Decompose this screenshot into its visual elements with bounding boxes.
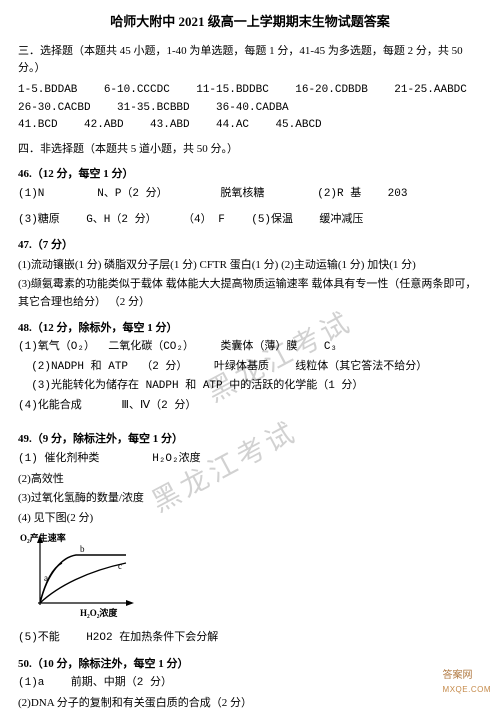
q46-line2: (3)糖原 G、H（2 分） （4） F (5)保温 缓冲减压 xyxy=(18,212,482,230)
svg-text:b: b xyxy=(80,544,85,554)
q47-line1: (1)流动镶嵌(1 分) 磷脂双分子层(1 分) CFTR 蛋白(1 分) (2… xyxy=(18,257,482,275)
q48-line4: (4)化能合成 Ⅲ、Ⅳ（2 分） xyxy=(18,398,482,416)
page-title: 哈师大附中 2021 级高一上学期期末生物试题答案 xyxy=(18,12,482,33)
svg-text:c: c xyxy=(118,561,122,571)
q49-line4: (4) 见下图(2 分) xyxy=(18,510,482,528)
q50-line1: (1)a 前期、中期（2 分） xyxy=(18,675,482,693)
q49-head: 49.（9 分，除标注外，每空 1 分） xyxy=(18,431,482,449)
q49-block: 49.（9 分，除标注外，每空 1 分） (1) 催化剂种类 H₂O₂浓度 (2… xyxy=(18,431,482,647)
q48-line1: (1)氧气（O₂） 二氧化碳（CO₂） 类囊体（薄）膜 C₃ xyxy=(18,339,482,357)
q48-line2: (2)NADPH 和 ATP （2 分） 叶绿体基质 线粒体（其它答法不给分） xyxy=(18,359,482,377)
chart-svg: abcO₂产生速率H₂O₂浓度 xyxy=(18,531,138,619)
q47-line2: (3)缬氨霉素的功能类似于载体 载体能大大提高物质运输速率 载体具有专一性（任意… xyxy=(18,276,482,311)
section4-head: 四．非选择题（本题共 5 道小题，共 50 分。） xyxy=(18,141,482,159)
q49-line1: (1) 催化剂种类 H₂O₂浓度 xyxy=(18,451,482,469)
q49-line5: (5)不能 H2O2 在加热条件下会分解 xyxy=(18,630,482,648)
q47-head: 47.（7 分） xyxy=(18,237,482,255)
footer-brand: 答案网 MXQE.COM xyxy=(440,667,494,698)
q47-block: 47.（7 分） (1)流动镶嵌(1 分) 磷脂双分子层(1 分) CFTR 蛋… xyxy=(18,237,482,311)
q46-head: 46.（12 分，每空 1 分） xyxy=(18,166,482,184)
mc-answers-row1: 1-5.BDDAB 6-10.CCCDC 11-15.BDDBC 16-20.C… xyxy=(18,82,482,100)
svg-text:H₂O₂浓度: H₂O₂浓度 xyxy=(80,607,118,618)
footer-domain: MXQE.COM xyxy=(443,684,491,697)
svg-text:O₂产生速率: O₂产生速率 xyxy=(20,532,66,543)
q48-head: 48.（12 分，除标外，每空 1 分） xyxy=(18,320,482,338)
q46-block: 46.（12 分，每空 1 分） (1)N N、P（2 分） 脱氧核糖 (2)R… xyxy=(18,166,482,229)
q49-line2: (2)高效性 xyxy=(18,471,482,489)
q50-line2: (2)DNA 分子的复制和有关蛋白质的合成（2 分） xyxy=(18,695,482,712)
q49-chart: abcO₂产生速率H₂O₂浓度 xyxy=(18,531,482,626)
q48-line3: (3)光能转化为储存在 NADPH 和 ATP 中的活跃的化学能（1 分） xyxy=(18,378,482,396)
q50-head: 50.（10 分，除标注外，每空 1 分） xyxy=(18,656,482,674)
q49-line3: (3)过氧化氢酶的数量/浓度 xyxy=(18,490,482,508)
mc-answers-row2: 26-30.CACBD 31-35.BCBBD 36-40.CADBA xyxy=(18,100,482,118)
footer-brand-text: 答案网 xyxy=(443,670,473,681)
q46-line1: (1)N N、P（2 分） 脱氧核糖 (2)R 基 203 xyxy=(18,186,482,204)
q48-block: 48.（12 分，除标外，每空 1 分） (1)氧气（O₂） 二氧化碳（CO₂）… xyxy=(18,320,482,416)
section3-head: 三．选择题（本题共 45 小题，1-40 为单选题，每题 1 分，41-45 为… xyxy=(18,43,482,78)
mc-answers-row3: 41.BCD 42.ABD 43.ABD 44.AC 45.ABCD xyxy=(18,117,482,135)
